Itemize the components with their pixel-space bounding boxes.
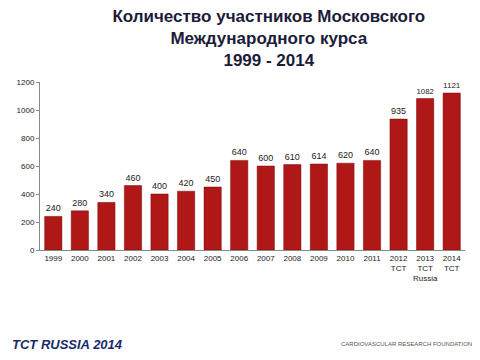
svg-text:2003: 2003 <box>151 254 169 263</box>
svg-text:340: 340 <box>99 189 114 199</box>
svg-text:CARDIOVASCULAR RESEARCH FOUNDA: CARDIOVASCULAR RESEARCH FOUNDATION <box>341 341 472 347</box>
svg-text:2000: 2000 <box>71 254 89 263</box>
svg-text:600: 600 <box>21 162 35 171</box>
svg-text:640: 640 <box>232 147 247 157</box>
svg-text:240: 240 <box>46 203 61 213</box>
svg-text:2012TCT: 2012TCT <box>390 254 408 273</box>
svg-text:1000: 1000 <box>17 106 35 115</box>
svg-text:640: 640 <box>365 147 380 157</box>
svg-text:400: 400 <box>21 190 35 199</box>
svg-text:1121: 1121 <box>443 81 461 90</box>
svg-text:1999: 1999 <box>44 254 62 263</box>
svg-text:935: 935 <box>391 106 406 116</box>
svg-text:2013TCTRussia: 2013TCTRussia <box>413 254 438 284</box>
svg-text:460: 460 <box>125 173 140 183</box>
svg-text:2009: 2009 <box>310 254 328 263</box>
svg-text:614: 614 <box>311 151 326 161</box>
svg-text:2014TCT: 2014TCT <box>443 254 461 273</box>
svg-text:2005: 2005 <box>204 254 222 263</box>
svg-text:2010: 2010 <box>337 254 355 263</box>
svg-text:280: 280 <box>72 198 87 208</box>
svg-text:200: 200 <box>21 218 35 227</box>
svg-text:TCT RUSSIA 2014: TCT RUSSIA 2014 <box>12 337 123 352</box>
svg-text:1200: 1200 <box>17 78 35 87</box>
svg-text:2006: 2006 <box>230 254 248 263</box>
svg-text:2011: 2011 <box>363 254 381 263</box>
svg-text:2008: 2008 <box>283 254 301 263</box>
svg-text:2002: 2002 <box>124 254 142 263</box>
svg-text:2004: 2004 <box>177 254 195 263</box>
svg-text:620: 620 <box>338 150 353 160</box>
svg-text:800: 800 <box>21 134 35 143</box>
svg-text:0: 0 <box>30 246 35 255</box>
svg-text:600: 600 <box>258 153 273 163</box>
svg-text:610: 610 <box>285 152 300 162</box>
svg-text:400: 400 <box>152 181 167 191</box>
svg-text:1082: 1082 <box>417 87 434 96</box>
svg-text:Количество участников Московск: Количество участников МосковскогоМеждуна… <box>112 7 425 70</box>
svg-text:2001: 2001 <box>98 254 116 263</box>
svg-text:420: 420 <box>179 178 194 188</box>
svg-text:2007: 2007 <box>257 254 275 263</box>
svg-text:450: 450 <box>205 174 220 184</box>
